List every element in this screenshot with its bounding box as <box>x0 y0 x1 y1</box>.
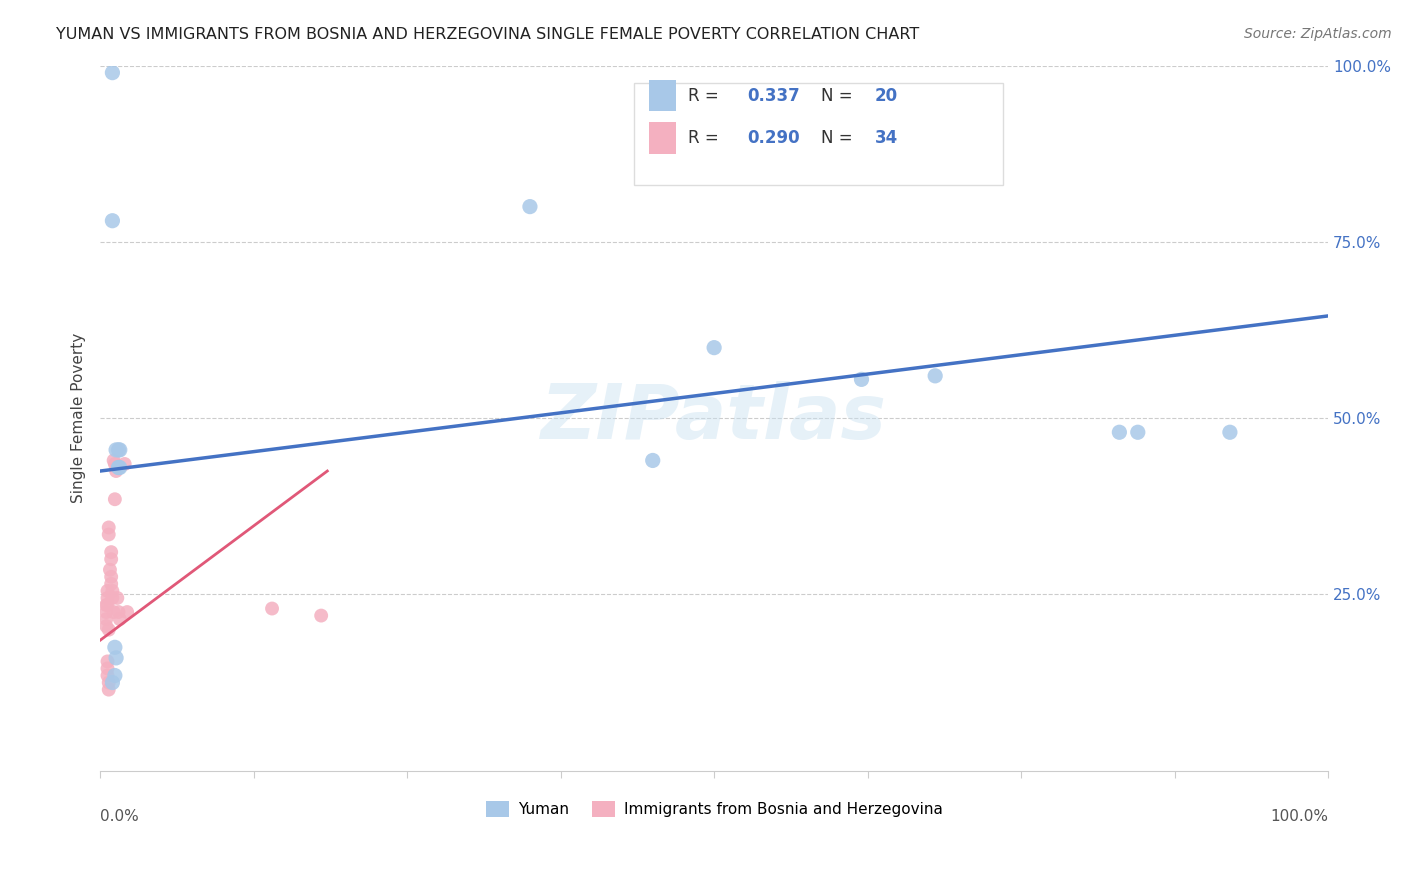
Point <box>115 605 138 619</box>
Point <box>98 563 121 577</box>
Point <box>104 668 127 682</box>
Point <box>101 213 124 227</box>
FancyBboxPatch shape <box>650 122 676 153</box>
Point <box>96 661 118 675</box>
Point <box>96 598 118 612</box>
Point <box>519 200 541 214</box>
Point <box>641 453 664 467</box>
Point <box>260 601 283 615</box>
Point <box>107 442 129 457</box>
Point <box>1219 425 1241 440</box>
Point <box>97 675 120 690</box>
Point <box>309 608 332 623</box>
Point <box>96 668 118 682</box>
Point <box>104 492 127 507</box>
Point <box>851 372 873 386</box>
Text: R =: R = <box>689 128 724 147</box>
Point <box>105 464 128 478</box>
Point <box>100 552 122 566</box>
Text: Source: ZipAtlas.com: Source: ZipAtlas.com <box>1244 27 1392 41</box>
Text: 20: 20 <box>875 87 898 104</box>
Point <box>114 457 136 471</box>
Point <box>101 675 124 690</box>
Point <box>97 527 120 541</box>
Point <box>703 341 725 355</box>
Point <box>97 682 120 697</box>
Text: N =: N = <box>821 128 858 147</box>
Point <box>96 583 118 598</box>
Point <box>101 583 124 598</box>
Point <box>101 591 124 605</box>
Text: 0.0%: 0.0% <box>100 809 139 824</box>
Point <box>97 520 120 534</box>
Point <box>108 612 131 626</box>
Point <box>103 453 125 467</box>
Text: YUMAN VS IMMIGRANTS FROM BOSNIA AND HERZEGOVINA SINGLE FEMALE POVERTY CORRELATIO: YUMAN VS IMMIGRANTS FROM BOSNIA AND HERZ… <box>56 27 920 42</box>
Y-axis label: Single Female Poverty: Single Female Poverty <box>72 333 86 503</box>
Point <box>97 623 120 637</box>
Text: R =: R = <box>689 87 724 104</box>
Point <box>96 598 118 612</box>
FancyBboxPatch shape <box>650 79 676 112</box>
Point <box>104 640 127 655</box>
Point <box>100 577 122 591</box>
Text: ZIPatlas: ZIPatlas <box>541 381 887 455</box>
Point <box>1126 425 1149 440</box>
Point <box>107 460 129 475</box>
Text: N =: N = <box>821 87 858 104</box>
Point <box>108 442 131 457</box>
Point <box>105 442 128 457</box>
Point <box>96 654 118 668</box>
FancyBboxPatch shape <box>634 83 1002 186</box>
Point <box>924 368 946 383</box>
Text: 0.337: 0.337 <box>748 87 800 104</box>
Point <box>1108 425 1130 440</box>
Point <box>100 545 122 559</box>
Point <box>100 570 122 584</box>
Point <box>96 605 118 619</box>
Point <box>96 619 118 633</box>
Text: 34: 34 <box>875 128 898 147</box>
Point <box>108 460 131 475</box>
Point <box>103 605 125 619</box>
Point <box>101 65 124 79</box>
Legend: Yuman, Immigrants from Bosnia and Herzegovina: Yuman, Immigrants from Bosnia and Herzeg… <box>479 795 949 823</box>
Point <box>96 591 118 605</box>
Text: 100.0%: 100.0% <box>1270 809 1329 824</box>
Point <box>96 612 118 626</box>
Point <box>104 457 127 471</box>
Point <box>105 591 128 605</box>
Point <box>107 605 129 619</box>
Point <box>105 651 128 665</box>
Point <box>107 460 129 475</box>
Text: 0.290: 0.290 <box>748 128 800 147</box>
